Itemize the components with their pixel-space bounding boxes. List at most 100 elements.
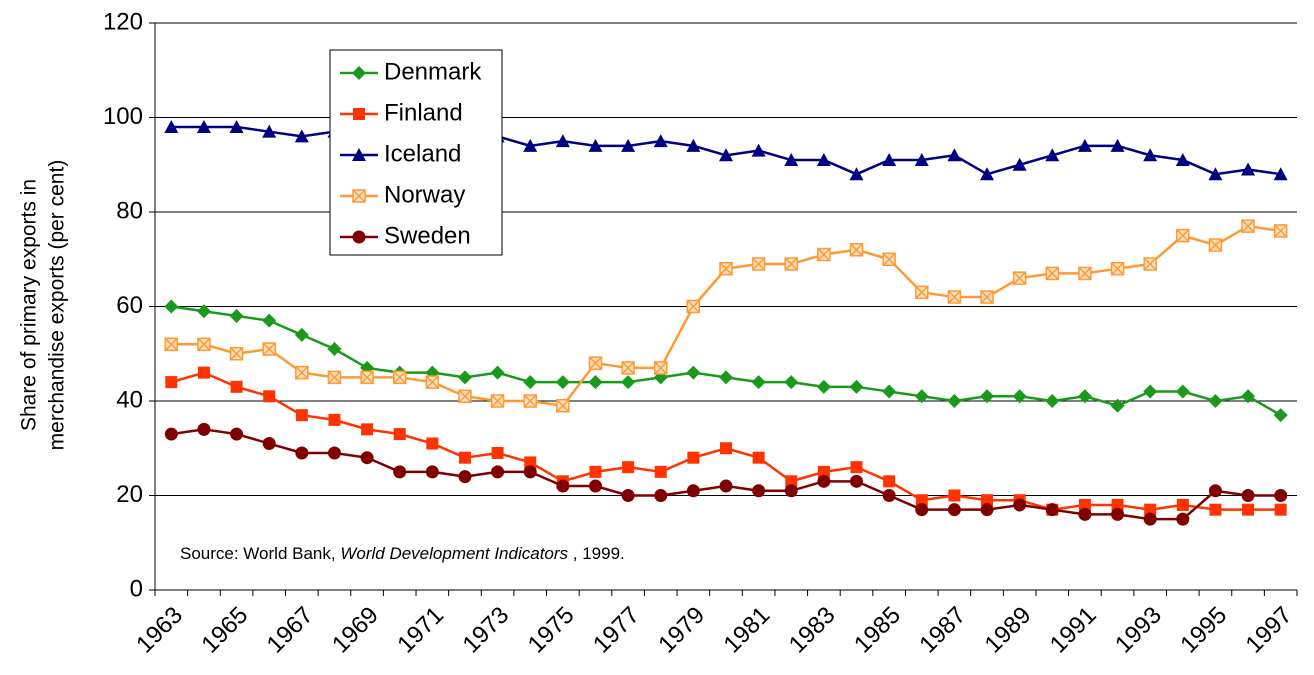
marker-shape xyxy=(360,370,374,384)
marker-shape xyxy=(523,394,537,408)
marker-shape xyxy=(980,389,995,404)
marker xyxy=(1078,266,1092,281)
marker xyxy=(1241,162,1256,176)
marker xyxy=(1176,228,1190,243)
marker-shape xyxy=(352,148,366,161)
marker-shape xyxy=(751,375,766,390)
marker-shape xyxy=(263,390,276,403)
marker-shape xyxy=(361,423,374,436)
marker xyxy=(719,479,733,493)
marker xyxy=(981,494,994,507)
marker xyxy=(164,299,179,314)
marker-shape xyxy=(1274,503,1287,516)
marker xyxy=(1111,498,1124,511)
marker xyxy=(295,446,309,460)
marker xyxy=(229,308,244,323)
marker xyxy=(327,446,341,460)
marker xyxy=(1208,394,1223,408)
x-tick-label: 1997 xyxy=(1241,602,1298,659)
marker xyxy=(262,313,277,328)
marker-shape xyxy=(1176,498,1189,511)
marker xyxy=(360,370,374,385)
marker xyxy=(882,384,897,399)
x-tick-label: 1991 xyxy=(1045,602,1102,659)
marker-shape xyxy=(686,299,700,314)
x-tick-label: 1973 xyxy=(457,602,514,659)
marker-shape xyxy=(654,465,667,478)
marker-shape xyxy=(980,290,994,304)
marker-shape xyxy=(882,489,896,502)
marker xyxy=(1144,503,1157,516)
marker xyxy=(980,389,995,404)
marker-shape xyxy=(523,375,538,390)
marker-shape xyxy=(393,465,407,479)
marker-shape xyxy=(850,461,863,474)
marker-shape xyxy=(294,129,309,143)
marker-shape xyxy=(490,365,505,380)
marker-shape xyxy=(352,230,366,244)
marker-shape xyxy=(1208,484,1222,498)
marker-shape xyxy=(230,347,244,361)
marker-shape xyxy=(850,474,864,488)
marker-shape xyxy=(817,474,831,488)
marker-shape xyxy=(352,189,366,203)
marker xyxy=(263,390,276,403)
marker xyxy=(882,153,897,167)
marker-shape xyxy=(1175,384,1190,399)
marker xyxy=(817,247,831,262)
marker xyxy=(915,503,929,517)
marker-shape xyxy=(393,428,406,441)
marker xyxy=(1045,148,1060,162)
marker xyxy=(458,389,472,404)
marker xyxy=(1045,394,1060,408)
marker-shape xyxy=(915,503,929,517)
marker-shape xyxy=(353,108,365,120)
marker xyxy=(197,337,211,352)
marker xyxy=(524,456,537,469)
marker-shape xyxy=(947,503,961,517)
marker xyxy=(621,361,635,375)
marker xyxy=(229,119,244,133)
marker-shape xyxy=(327,342,342,357)
marker xyxy=(457,370,472,385)
x-tick-label: 1971 xyxy=(392,602,449,659)
marker xyxy=(1012,271,1027,285)
marker xyxy=(196,304,211,319)
marker xyxy=(523,465,537,479)
marker xyxy=(1176,498,1189,511)
marker-shape xyxy=(621,375,636,390)
marker-shape xyxy=(555,375,570,390)
marker xyxy=(622,461,635,474)
marker xyxy=(653,134,668,148)
marker-shape xyxy=(752,257,766,271)
marker xyxy=(491,465,505,479)
marker-shape xyxy=(1241,162,1256,176)
marker xyxy=(392,370,407,385)
marker-shape xyxy=(784,375,799,390)
marker-shape xyxy=(914,389,929,404)
marker-shape xyxy=(262,342,276,356)
marker xyxy=(523,375,538,390)
marker xyxy=(588,479,602,493)
marker xyxy=(1208,167,1223,181)
marker-shape xyxy=(915,285,929,299)
marker xyxy=(352,189,366,203)
x-tick-label: 1983 xyxy=(784,602,841,659)
marker-shape xyxy=(1241,219,1255,233)
marker-shape xyxy=(784,257,798,271)
marker-shape xyxy=(458,470,472,484)
marker xyxy=(589,465,602,478)
marker xyxy=(883,475,896,488)
marker xyxy=(1241,389,1256,404)
marker-shape xyxy=(458,389,472,403)
marker-shape xyxy=(752,484,766,498)
marker-shape xyxy=(948,489,961,502)
marker-shape xyxy=(719,370,733,385)
marker-shape xyxy=(523,465,537,479)
marker-shape xyxy=(621,138,636,152)
marker-shape xyxy=(1078,266,1092,280)
marker-shape xyxy=(914,153,929,167)
marker xyxy=(555,375,570,390)
marker-shape xyxy=(262,313,277,328)
marker-shape xyxy=(1077,389,1092,404)
